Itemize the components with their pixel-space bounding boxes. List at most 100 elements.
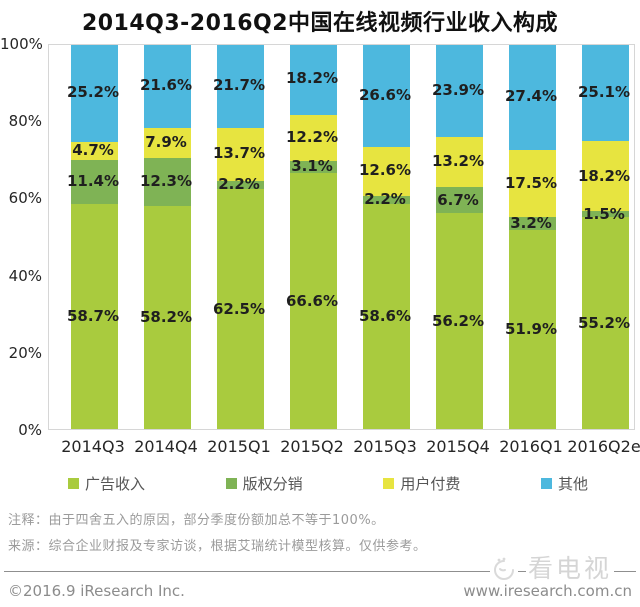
note-source: 来源：综合企业财报及专家访谈，根据艾瑞统计模型核算。仅供参考。 (8, 539, 427, 554)
segment-广告收入 (70, 203, 118, 429)
watermark: 看电视 (489, 553, 614, 585)
data-label: 21.7% (212, 75, 266, 94)
data-label: 2.2% (218, 175, 260, 193)
x-axis-label: 2015Q3 (353, 437, 417, 456)
data-label: 3.1% (291, 157, 333, 176)
watermark-logo-icon (489, 556, 518, 582)
x-axis-label: 2015Q1 (207, 437, 271, 456)
segment-其他 (216, 45, 264, 128)
data-label: 58.2% (139, 308, 193, 327)
x-axis-label: 2016Q2e (567, 437, 640, 456)
segment-用户付费 (143, 127, 191, 159)
segment-版权分销 (362, 195, 410, 204)
legend-swatch-icon (540, 478, 552, 489)
segment-广告收入 (216, 189, 264, 429)
data-label: 21.6% (139, 76, 193, 95)
data-label: 18.2% (285, 69, 339, 88)
segment-其他 (581, 45, 629, 142)
data-label: 2.2% (364, 190, 406, 209)
legend-item-版权分销: 版权分销 (225, 473, 303, 494)
segment-广告收入 (581, 217, 629, 429)
stacked-bar-2015Q4 (435, 45, 483, 429)
legend-swatch-icon (383, 478, 395, 489)
data-label: 27.4% (504, 87, 558, 106)
segment-用户付费 (216, 127, 264, 181)
y-axis-tick: 80% (8, 112, 42, 131)
y-axis-tick: 60% (8, 189, 42, 208)
y-axis-tick: 0% (18, 421, 42, 439)
y-axis-tick: 100% (0, 35, 43, 53)
legend: 广告收入 版权分销 用户付费 其他 (68, 473, 588, 494)
chart-title: 2014Q3-2016Q2中国在线视频行业收入构成 (81, 11, 559, 36)
stacked-bar-2016Q1 (508, 45, 556, 429)
watermark-label: 看电视 (525, 554, 614, 584)
segment-其他 (508, 45, 556, 151)
segment-其他 (143, 45, 191, 128)
x-axis-label: 2015Q4 (426, 437, 490, 456)
x-axis-label: 2014Q4 (134, 437, 198, 456)
data-label: 18.2% (577, 166, 631, 185)
data-label: 55.2% (577, 313, 631, 332)
segment-广告收入 (362, 203, 410, 429)
x-axis-label: 2015Q2 (280, 437, 344, 456)
legend-item-用户付费: 用户付费 (383, 473, 460, 494)
data-label: 26.6% (358, 85, 412, 104)
segment-版权分销 (216, 180, 264, 189)
segment-广告收入 (435, 213, 483, 429)
segment-版权分销 (289, 161, 337, 174)
segment-用户付费 (435, 136, 483, 188)
segment-用户付费 (508, 150, 556, 218)
stacked-bar-2014Q4 (143, 45, 191, 429)
segment-版权分销 (70, 159, 118, 204)
segment-其他 (362, 45, 410, 148)
data-label: 58.6% (358, 307, 412, 326)
segment-版权分销 (435, 187, 483, 214)
plot-area (48, 44, 635, 430)
segment-版权分销 (143, 158, 191, 206)
segment-版权分销 (581, 211, 629, 218)
stacked-bar-2014Q3 (70, 45, 118, 429)
data-label: 51.9% (504, 320, 558, 339)
copyright-text: ©2016.9 iResearch Inc. (8, 582, 185, 600)
data-label: 56.2% (431, 312, 485, 331)
legend-swatch-icon (68, 478, 79, 489)
segment-其他 (70, 45, 118, 142)
data-label: 3.2% (510, 213, 552, 232)
segment-用户付费 (289, 114, 337, 162)
data-label: 13.7% (212, 144, 266, 163)
legend-label: 版权分销 (242, 475, 303, 493)
data-label: 6.7% (437, 190, 479, 209)
segment-用户付费 (70, 141, 118, 160)
footer: ©2016.9 iResearch Inc. www.iresearch.com… (8, 582, 632, 600)
y-axis-tick: 40% (8, 266, 42, 285)
segment-版权分销 (508, 217, 556, 230)
data-label: 62.5% (212, 299, 266, 318)
website-text: www.iresearch.com.cn (463, 582, 632, 600)
legend-label: 用户付费 (400, 475, 461, 493)
data-label: 7.9% (145, 133, 187, 152)
segment-其他 (289, 45, 337, 115)
segment-其他 (435, 45, 483, 137)
legend-swatch-icon (225, 478, 237, 489)
segment-广告收入 (143, 205, 191, 429)
stacked-bar-2015Q3 (362, 45, 410, 429)
note-rounding: 注释：由于四舍五入的原因，部分季度份额加总不等于100%。 (8, 513, 385, 528)
segment-用户付费 (581, 141, 629, 212)
data-label: 12.2% (285, 127, 339, 146)
stacked-bar-2015Q1 (216, 45, 264, 429)
data-label: 66.6% (285, 291, 339, 310)
stacked-bar-2015Q2 (289, 45, 337, 429)
data-label: 17.5% (504, 174, 558, 193)
legend-label: 其他 (557, 475, 588, 493)
data-label: 13.2% (431, 152, 485, 171)
data-label: 1.5% (583, 204, 625, 223)
data-label: 23.9% (431, 80, 485, 99)
footer-divider (4, 571, 636, 572)
y-axis-tick: 20% (8, 343, 42, 362)
data-label: 12.6% (358, 161, 412, 180)
legend-item-其他: 其他 (540, 473, 588, 494)
stacked-bar-2016Q2e (581, 45, 629, 429)
data-label: 12.3% (139, 172, 193, 191)
x-axis-label: 2016Q1 (499, 437, 563, 456)
